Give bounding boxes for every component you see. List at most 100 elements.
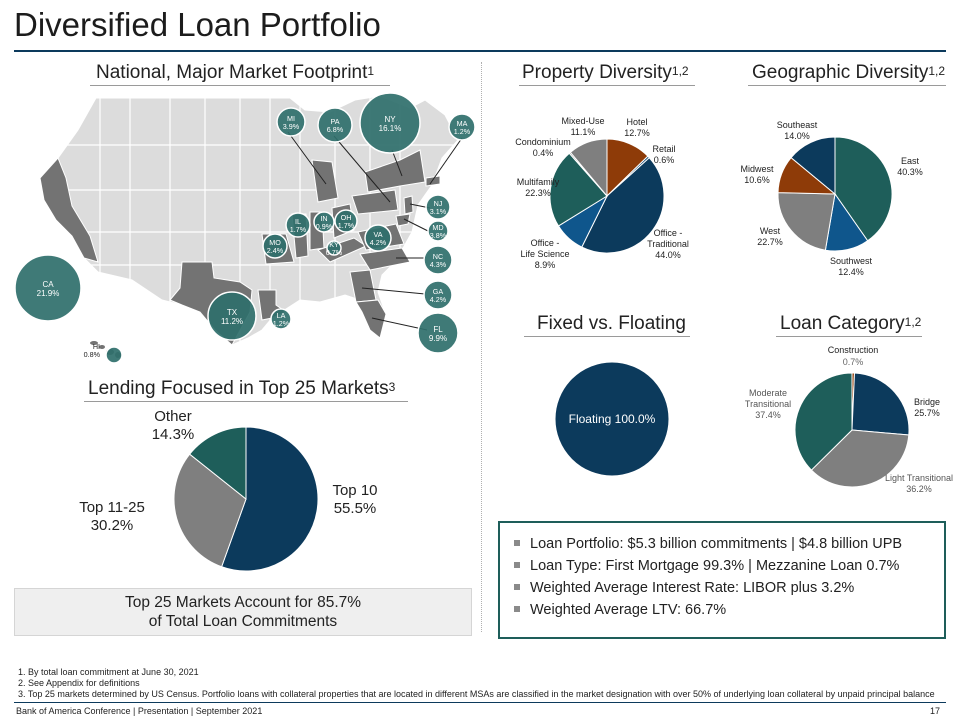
pie-label-west: West 22.7% [757, 226, 783, 247]
footnotes: 1. By total loan commitment at June 30, … [18, 667, 935, 700]
marker-value-label: 1.2% [454, 127, 471, 136]
pie-label-office-life-science: Office -Life Science 8.9% [520, 238, 569, 270]
marker-circle [313, 211, 335, 233]
marker-state-label: MI [287, 114, 295, 123]
marker-state-label: NJ [434, 199, 443, 208]
marker-circle [207, 291, 257, 341]
marker-circle [14, 254, 82, 322]
marker-state-label: KY [329, 240, 339, 249]
pie-label-southeast: Southeast 14.0% [777, 120, 818, 141]
marker-circle [427, 220, 449, 242]
marker-state-label: IN [320, 214, 327, 223]
marker-value-label: 1.7% [338, 221, 355, 230]
summary-item: Loan Portfolio: $5.3 billion commitments… [514, 533, 944, 555]
top25-callout: Top 25 Markets Account for 85.7% of Total… [14, 588, 472, 636]
pie-slice-bridge [851, 372, 910, 436]
marker-value-label: 3.8% [430, 231, 447, 240]
title-divider [14, 50, 946, 52]
property-pie-chart: Hotel 12.7%Retail 0.6% Office -Traditional 4… [515, 116, 689, 270]
marker-state-label: VA [373, 230, 382, 239]
footer-presentation-info: Bank of America Conference | Presentatio… [16, 706, 263, 716]
marker-nc: NC4.3% [423, 245, 453, 275]
marker-ky: KY0.7% [326, 240, 343, 257]
callout-line1: Top 25 Markets Account for 85.7% [124, 594, 362, 611]
marker-state-label: TX [227, 308, 238, 317]
fixed-floating-pie-chart: Floating 100.0% [554, 361, 670, 477]
state-pa [351, 189, 399, 215]
marker-fl: FL9.9% [417, 312, 459, 354]
pie-label-bridge: Bridge 25.7% [914, 397, 940, 418]
marker-mo: MO2.4% [262, 233, 288, 259]
top25-pie-chart: Top 10 55.5% Top 11-25 30.2% Other 14.3% [79, 408, 378, 572]
pie-label-moderate-transitional: Moderate Transitional 37.4% [745, 388, 791, 420]
footnote-3: 3. Top 25 markets determined by US Censu… [18, 689, 935, 699]
pie-value-construction: 0.7% [843, 357, 864, 367]
pie-label-floating: Floating 100.0% [569, 412, 656, 426]
bullet-icon [514, 606, 520, 612]
marker-pa: PA6.8% [317, 107, 353, 143]
fixed-title-rule [524, 336, 690, 337]
marker-circle [326, 240, 342, 256]
page-title: Diversified Loan Portfolio [14, 6, 381, 43]
marker-la: LA1.2% [270, 308, 292, 330]
marker-ma: MA1.2% [448, 113, 476, 141]
marker-value-label: 3.9% [283, 122, 300, 131]
state-ny [364, 149, 426, 193]
marker-value-label: 4.2% [430, 295, 447, 304]
pie-slice-east [834, 136, 893, 242]
pie-slice-southeast [790, 136, 836, 196]
state-fl [355, 299, 387, 339]
pie-label-multifamily: Multifamily 22.3% [517, 177, 560, 198]
portfolio-summary-box: Loan Portfolio: $5.3 billion commitments… [498, 521, 946, 639]
pie-slice-west [777, 192, 836, 251]
pie-label-southwest: Southwest 12.4% [830, 256, 873, 277]
marker-value-label: 1.2% [273, 319, 290, 328]
pie-label-office-traditional: Office -Traditional 44.0% [647, 228, 689, 260]
marker-state-label: LA [277, 311, 286, 320]
state-md [395, 213, 411, 227]
pie-slice-multifamily [549, 152, 608, 227]
summary-item: Weighted Average LTV: 66.7% [514, 599, 944, 621]
marker-value-label: 2.4% [267, 246, 284, 255]
state-nc [359, 247, 411, 271]
marker-state-label: CA [42, 280, 54, 289]
pie-label-top-10: Top 10 55.5% [332, 482, 377, 517]
marker-state-label: IL [295, 217, 301, 226]
marker-state-label: NY [384, 115, 396, 124]
marker-circle [317, 107, 353, 143]
marker-circle [276, 107, 306, 137]
geographic-section-title: Geographic Diversity1,2 [752, 62, 946, 83]
footnote-2: 2. See Appendix for definitions [18, 678, 140, 688]
marker-circle [423, 280, 453, 310]
geographic-pie-chart: East 40.3% Southwest 12.4% West 22.7% Midwest 1… [740, 120, 923, 277]
pie-label-construction: Construction [828, 345, 879, 355]
pie-label-mixed-use: Mixed-Use 11.1% [561, 116, 604, 137]
marker-value-label: 9.9% [429, 334, 447, 343]
pie-label-east: East 40.3% [897, 156, 923, 177]
leader-lines [287, 131, 463, 331]
pie-label-hotel: Hotel 12.7% [624, 117, 650, 138]
marker-value-label: 6.8% [327, 125, 344, 134]
fixed-section-title: Fixed vs. Floating [537, 313, 686, 334]
marker-value-label: 0.8% [84, 350, 101, 359]
pie-label-other: Other 14.3% [152, 408, 195, 443]
column-divider [481, 62, 482, 632]
loan-category-pie-chart: Construction 0.7% Bridge 25.7% Light Transit… [745, 345, 953, 494]
marker-circle [417, 312, 459, 354]
marker-value-label: 1.7% [290, 225, 307, 234]
marker-mi: MI3.9% [276, 107, 306, 137]
pie-label-retail: Retail 0.6% [652, 144, 675, 165]
bullet-icon [514, 540, 520, 546]
pie-slice-mixed-use [569, 138, 608, 198]
bullet-icon [514, 562, 520, 568]
marker-in: IN0.9% [313, 211, 335, 233]
state-nj [403, 195, 414, 215]
marker-nj: NJ3.1% [425, 194, 451, 220]
pie-slice-floating [554, 361, 670, 477]
property-section-title: Property Diversity1,2 [522, 62, 689, 83]
marker-circle [334, 209, 358, 233]
pie-slice-office-traditional [581, 157, 665, 254]
pie-label-condominium: Condominium 0.4% [515, 137, 571, 158]
marker-value-label: 4.2% [370, 238, 387, 247]
